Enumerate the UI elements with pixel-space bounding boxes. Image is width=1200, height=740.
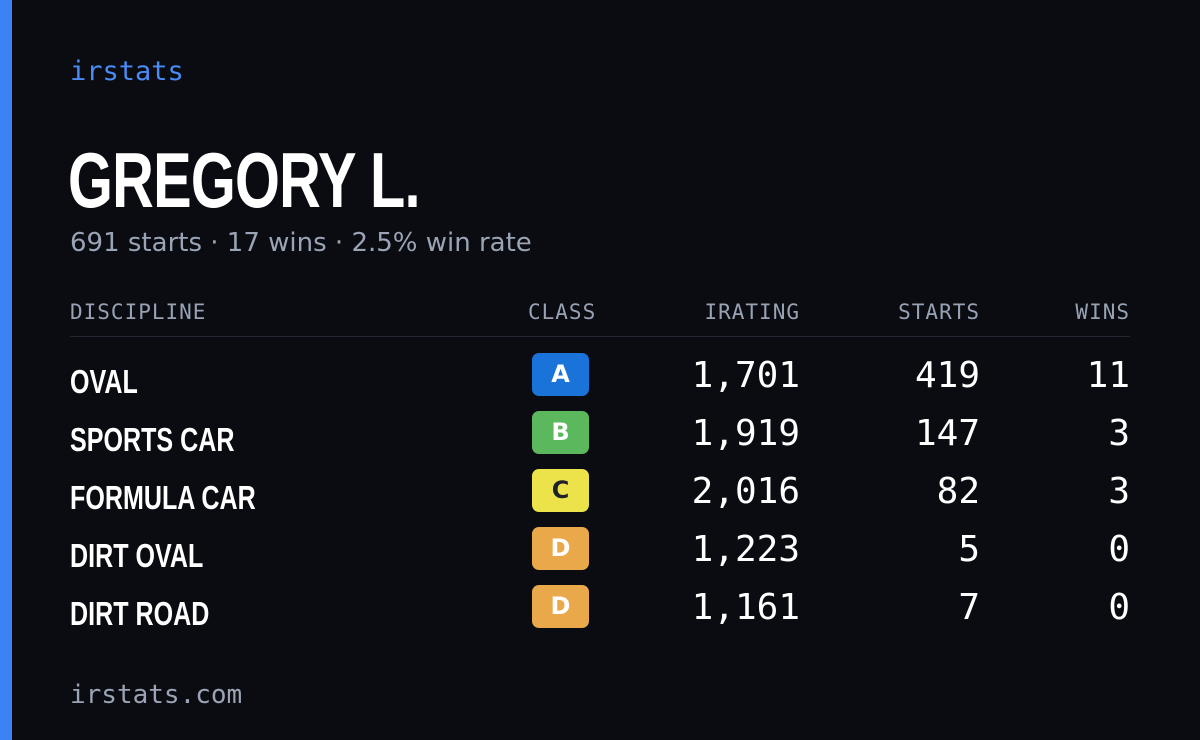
brand-logo[interactable]: irstats — [70, 56, 184, 87]
wins-value: 0 — [1108, 587, 1130, 628]
discipline-name: OVAL — [70, 363, 138, 400]
starts-value: 5 — [958, 529, 980, 570]
discipline-name: DIRT ROAD — [70, 595, 210, 632]
accent-bar — [0, 0, 12, 740]
table-body: OVAL A 1,701 419 11 SPORTS CAR B 1,919 1… — [70, 337, 1130, 643]
irating-value: 2,016 — [691, 471, 800, 512]
page-title: GREGORY L. — [68, 136, 421, 224]
wins-value: 11 — [1086, 355, 1130, 396]
table-row: OVAL A 1,701 419 11 — [70, 353, 1130, 411]
discipline-name: FORMULA CAR — [70, 479, 256, 516]
irating-value: 1,223 — [691, 529, 800, 570]
class-badge: D — [532, 585, 589, 628]
starts-value: 419 — [914, 355, 980, 396]
discipline-name: SPORTS CAR — [70, 421, 235, 458]
footer-domain[interactable]: irstats.com — [70, 680, 243, 710]
table-row: SPORTS CAR B 1,919 147 3 — [70, 411, 1130, 469]
header-irating: IRATING — [704, 300, 800, 324]
starts-value: 82 — [936, 471, 980, 512]
irating-value: 1,701 — [691, 355, 800, 396]
starts-value: 147 — [914, 413, 980, 454]
starts-value: 7 — [958, 587, 980, 628]
class-badge: C — [532, 469, 589, 512]
class-badge: D — [532, 527, 589, 570]
irating-value: 1,919 — [691, 413, 800, 454]
class-badge: B — [532, 411, 589, 454]
table-row: FORMULA CAR C 2,016 82 3 — [70, 469, 1130, 527]
wins-value: 3 — [1108, 471, 1130, 512]
class-badge: A — [532, 353, 589, 396]
table-row: DIRT OVAL D 1,223 5 0 — [70, 527, 1130, 585]
header-starts: STARTS — [898, 300, 980, 324]
header-discipline: DISCIPLINE — [70, 300, 207, 324]
discipline-name: DIRT OVAL — [70, 537, 204, 574]
header-class: CLASS — [528, 300, 597, 324]
header-wins: WINS — [1075, 300, 1130, 324]
table-header: DISCIPLINE CLASS IRATING STARTS WINS — [70, 296, 1130, 337]
irating-value: 1,161 — [691, 587, 800, 628]
wins-value: 0 — [1108, 529, 1130, 570]
table-row: DIRT ROAD D 1,161 7 0 — [70, 585, 1130, 643]
player-summary: 691 starts · 17 wins · 2.5% win rate — [70, 228, 532, 258]
license-table: DISCIPLINE CLASS IRATING STARTS WINS OVA… — [70, 296, 1130, 643]
wins-value: 3 — [1108, 413, 1130, 454]
